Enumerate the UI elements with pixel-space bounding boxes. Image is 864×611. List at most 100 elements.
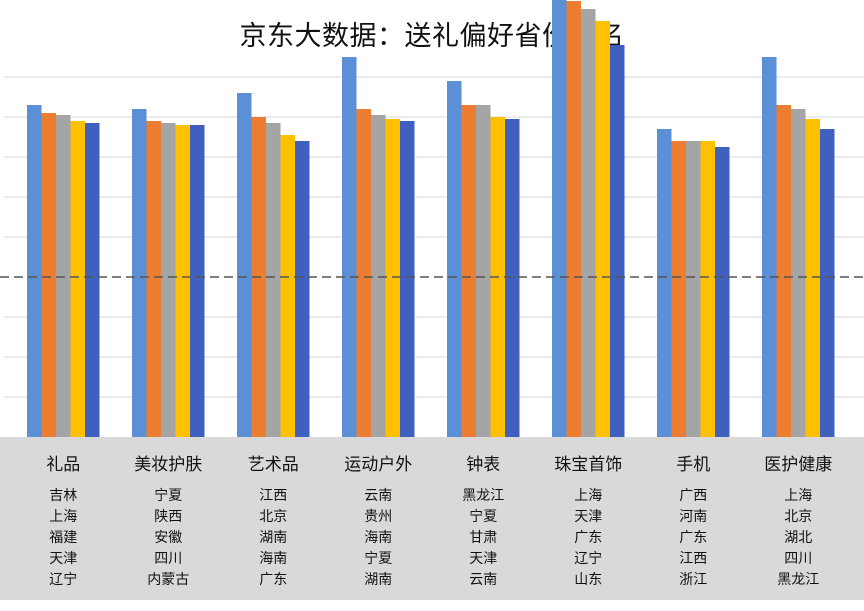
bar [175,125,190,437]
bar [237,93,252,437]
province-name: 内蒙古 [147,572,190,588]
bar [161,123,176,437]
province-name: 安徽 [154,530,183,546]
bar [56,115,71,437]
category-label: 手机 [676,455,711,475]
province-name: 云南 [364,488,393,504]
province-list: 上海北京湖北四川黑龙江 [746,486,850,591]
bar [342,57,357,437]
bar [266,123,281,437]
province-list: 宁夏 陕西 安徽 四川 内蒙古 [116,486,220,591]
bar [552,0,567,437]
bar [371,115,386,437]
province-name: 天津 [574,509,603,525]
category-column: 礼品吉林上海福建天津辽宁 [11,437,115,591]
province-name: 四川 [154,551,183,567]
bar [715,147,730,437]
province-name: 广东 [259,572,288,588]
category-label: 礼品 [46,455,81,475]
category-label: 珠宝首饰 [554,455,623,475]
bar [762,57,777,437]
province-list: 江西北京湖南海南广东 [221,486,325,591]
province-list: 吉林上海福建天津辽宁 [11,486,115,591]
province-name: 广东 [574,530,603,546]
bar [461,105,476,437]
province-name: 海南 [259,551,288,567]
bar [791,109,806,437]
bar [566,1,581,437]
bar [295,141,310,437]
province-name: 湖北 [784,530,813,546]
province-name: 湖南 [259,530,288,546]
province-name: 甘肃 [469,530,498,546]
category-column: 钟表 黑龙江 宁夏 甘肃 天津 云南 [431,437,535,591]
category-column: 医护健康上海北京湖北四川黑龙江 [746,437,850,591]
bar [805,119,820,437]
province-name: 辽宁 [574,551,603,567]
province-name: 天津 [49,551,78,567]
bar [70,121,85,437]
province-name: 宁夏 [364,551,393,567]
bar [686,141,701,437]
province-list: 广西河南广东江西浙江 [641,486,745,591]
province-name: 江西 [259,488,288,504]
bar [700,141,715,437]
bar [41,113,56,437]
bar [581,9,596,437]
bar [356,109,371,437]
bar [400,121,415,437]
province-name: 陕西 [154,509,183,525]
bar [505,119,520,437]
bar [657,129,672,437]
province-name: 广西 [679,488,708,504]
category-label: 医护健康 [764,455,833,475]
province-name: 宁夏 [469,509,498,525]
bar [820,129,835,437]
category-label: 运动户外 [344,455,413,475]
bar [146,121,161,437]
province-name: 云南 [469,572,498,588]
province-name: 上海 [574,488,603,504]
category-column: 珠宝首饰上海天津广东辽宁山东 [536,437,640,591]
category-table: 礼品 吉林 上海 福建 天津 辽宁 美妆护肤 宁夏 陕西 安徽 四川 内蒙古 艺术品 江西 北京 湖南 海南 广东… [0,437,864,600]
category-column: 艺术品江西北京湖南海南广东 [221,437,325,591]
category-column: 美妆护肤 宁夏 陕西 安徽 四川 内蒙古 [116,437,220,591]
province-list: 云南贵州海南宁夏湖南 [326,486,430,591]
bar [385,119,400,437]
province-name: 湖南 [364,572,393,588]
bar [595,21,610,437]
bar [85,123,100,437]
province-name: 上海 [49,509,78,525]
bar [132,109,147,437]
bar-chart [0,0,864,437]
province-name: 浙江 [679,572,708,588]
province-name: 北京 [784,509,813,525]
bar [610,45,625,437]
bar [476,105,491,437]
province-name: 四川 [784,551,813,567]
province-name: 山东 [574,572,603,588]
province-name: 江西 [679,551,708,567]
province-name: 广东 [679,530,708,546]
province-name: 河南 [679,509,708,525]
category-label: 美妆护肤 [134,455,203,475]
province-name: 海南 [364,530,393,546]
province-name: 黑龙江 [777,572,820,588]
province-name: 北京 [259,509,288,525]
bar [27,105,42,437]
province-list: 上海天津广东辽宁山东 [536,486,640,591]
province-name: 天津 [469,551,498,567]
bar [671,141,686,437]
province-name: 吉林 [49,488,78,504]
province-list: 黑龙江 宁夏 甘肃 天津 云南 [431,486,535,591]
province-name: 上海 [784,488,813,504]
category-label: 艺术品 [247,455,299,475]
province-name: 辽宁 [49,572,78,588]
bar [280,135,295,437]
bar [190,125,205,437]
category-label: 钟表 [466,455,501,475]
province-name: 福建 [49,530,78,546]
bar [776,105,791,437]
province-name: 贵州 [364,509,393,525]
